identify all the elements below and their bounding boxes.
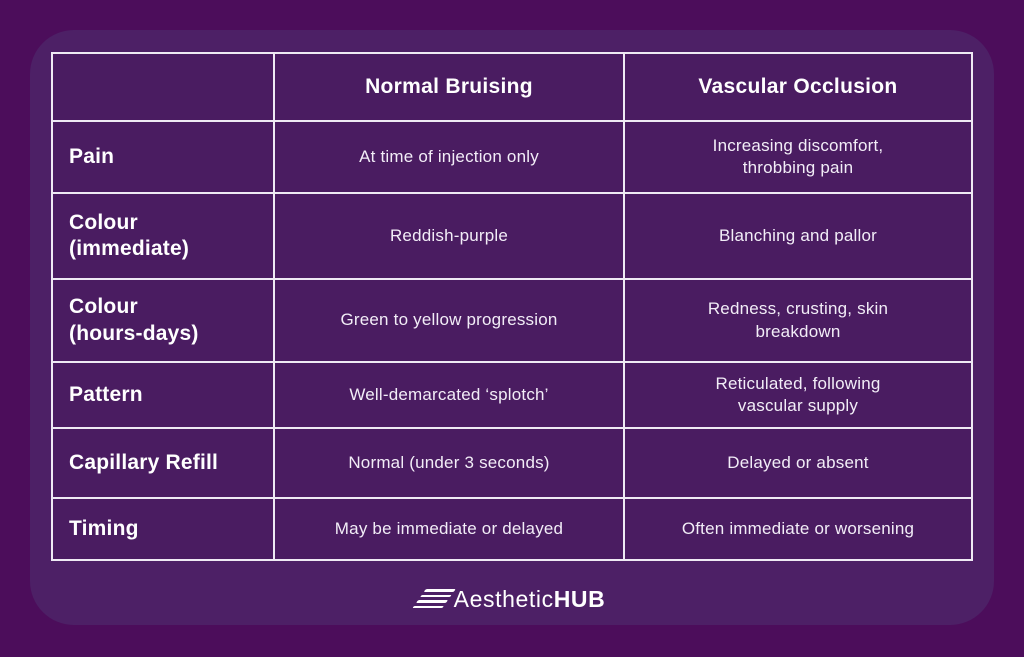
cell-normal-bruising: At time of injection only bbox=[273, 120, 625, 194]
table-row-colour-hours-days: Colour (hours-days) Green to yellow prog… bbox=[51, 278, 973, 363]
brand-name-light: Aesthetic bbox=[453, 585, 554, 612]
row-label: Colour (hours-days) bbox=[51, 278, 275, 363]
row-label: Capillary Refill bbox=[51, 427, 275, 499]
triple-lines-icon bbox=[411, 589, 456, 609]
cell-normal-bruising: Reddish-purple bbox=[273, 192, 625, 280]
infographic-card: Normal Bruising Vascular Occlusion Pain … bbox=[30, 30, 994, 625]
cell-vascular-occlusion: Reticulated, following vascular supply bbox=[623, 361, 973, 429]
row-label: Timing bbox=[51, 497, 275, 561]
column-header-vascular-occlusion: Vascular Occlusion bbox=[623, 52, 973, 122]
table-row-capillary-refill: Capillary Refill Normal (under 3 seconds… bbox=[51, 427, 973, 499]
cell-vascular-occlusion: Delayed or absent bbox=[623, 427, 973, 499]
brand-footer: Aesthetic HUB bbox=[30, 582, 994, 616]
cell-normal-bruising: Normal (under 3 seconds) bbox=[273, 427, 625, 499]
cell-normal-bruising: May be immediate or delayed bbox=[273, 497, 625, 561]
column-header-normal-bruising: Normal Bruising bbox=[273, 52, 625, 122]
row-label: Colour (immediate) bbox=[51, 192, 275, 280]
brand-name-bold: HUB bbox=[553, 585, 606, 612]
cell-vascular-occlusion: Increasing discomfort, throbbing pain bbox=[623, 120, 973, 194]
cell-vascular-occlusion: Blanching and pallor bbox=[623, 192, 973, 280]
cell-normal-bruising: Well-demarcated ‘splotch’ bbox=[273, 361, 625, 429]
row-label: Pattern bbox=[51, 361, 275, 429]
table-row-pattern: Pattern Well-demarcated ‘splotch’ Reticu… bbox=[51, 361, 973, 429]
table-row-pain: Pain At time of injection only Increasin… bbox=[51, 120, 973, 194]
corner-cell bbox=[51, 52, 275, 122]
table-row-colour-immediate: Colour (immediate) Reddish-purple Blanch… bbox=[51, 192, 973, 280]
cell-vascular-occlusion: Often immediate or worsening bbox=[623, 497, 973, 561]
cell-vascular-occlusion: Redness, crusting, skin breakdown bbox=[623, 278, 973, 363]
row-label: Pain bbox=[51, 120, 275, 194]
comparison-table: Normal Bruising Vascular Occlusion Pain … bbox=[51, 52, 973, 561]
header-row: Normal Bruising Vascular Occlusion bbox=[51, 52, 973, 122]
table-row-timing: Timing May be immediate or delayed Often… bbox=[51, 497, 973, 561]
cell-normal-bruising: Green to yellow progression bbox=[273, 278, 625, 363]
